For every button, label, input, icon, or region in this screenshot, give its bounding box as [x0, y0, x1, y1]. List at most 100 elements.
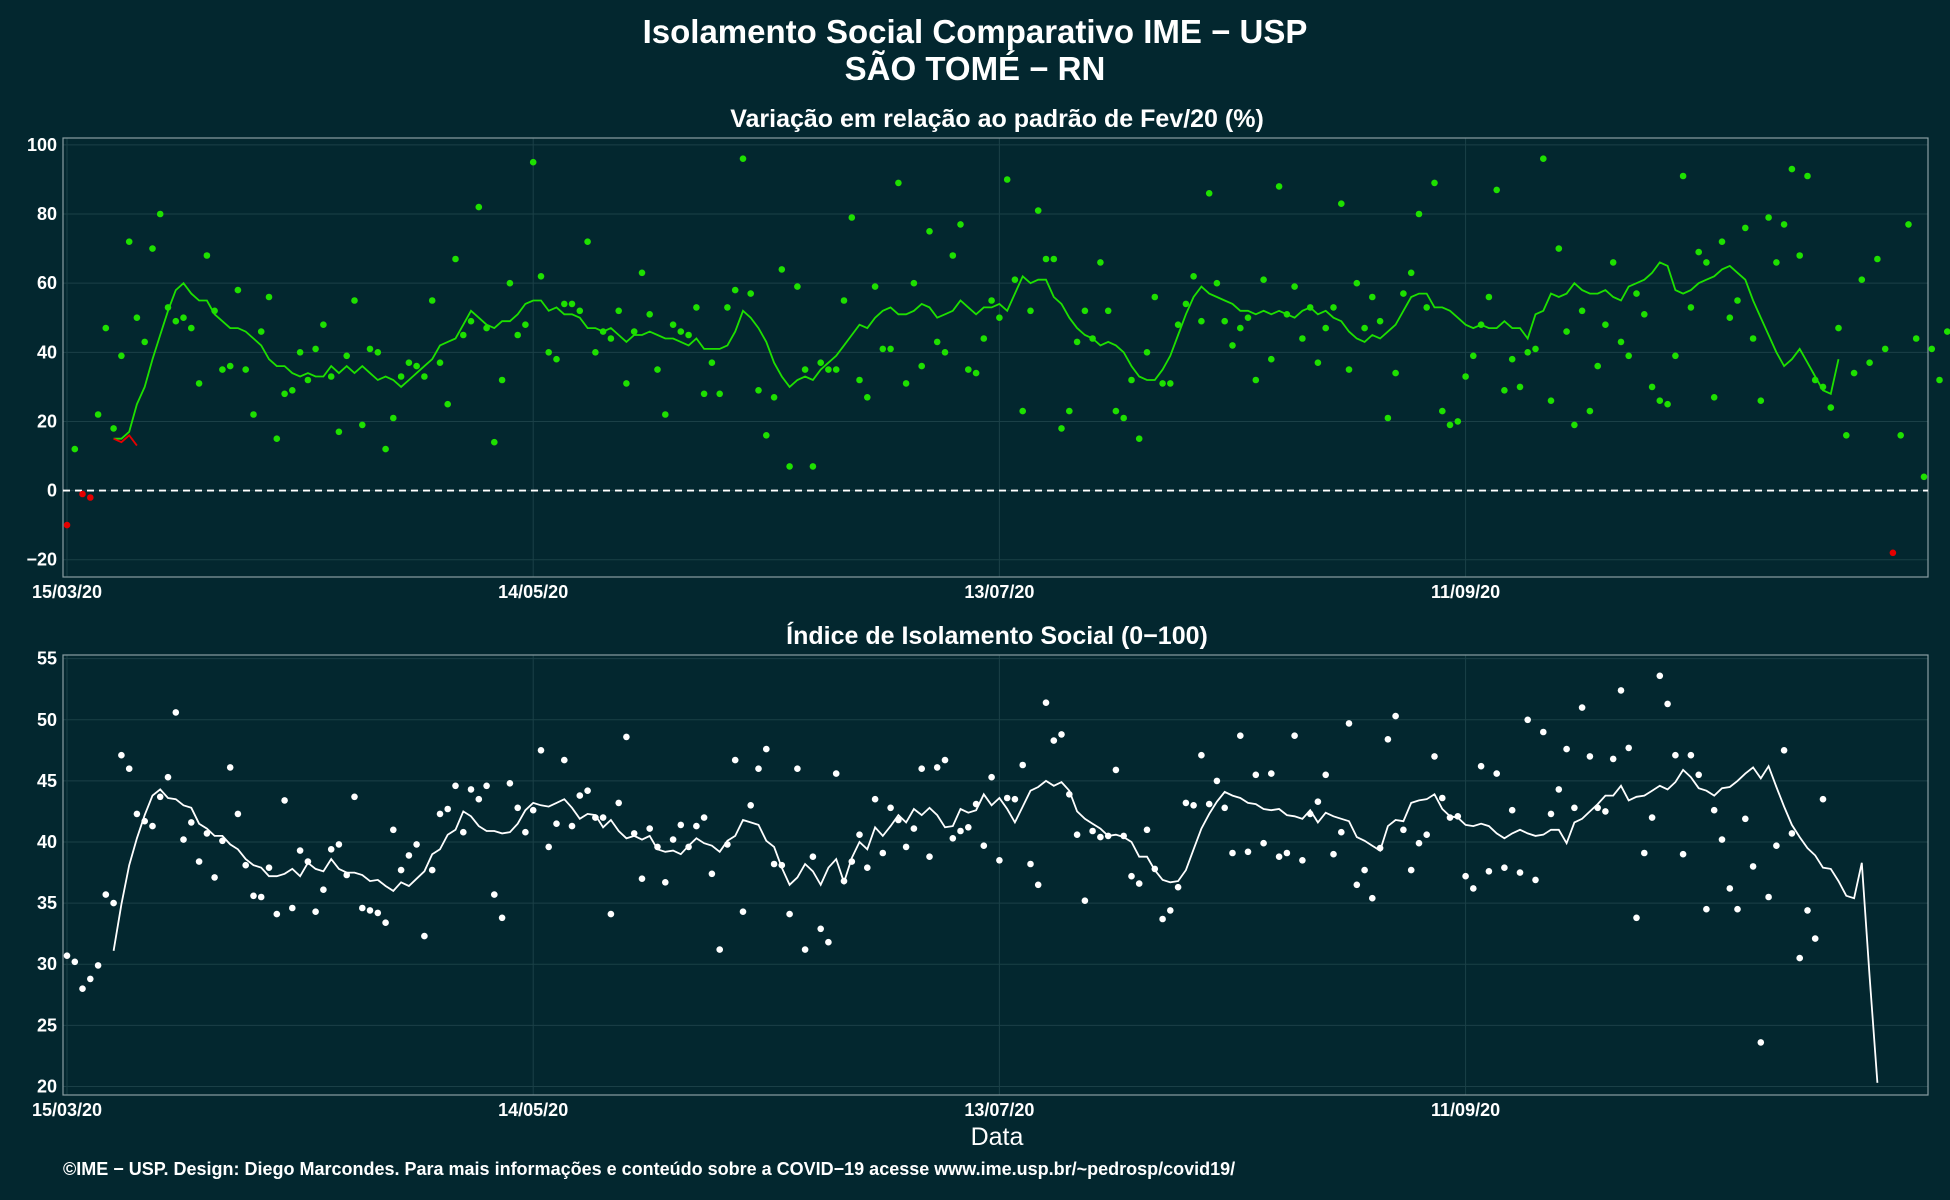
data-point [374, 909, 382, 917]
data-point [203, 252, 211, 259]
data-point [1190, 802, 1197, 809]
data-point [172, 317, 180, 325]
data-point [1291, 732, 1298, 739]
data-point [677, 821, 685, 829]
data-point [1237, 324, 1244, 332]
data-point [864, 394, 871, 401]
data-point [1493, 186, 1500, 194]
data-point [561, 756, 568, 764]
data-point [452, 782, 459, 790]
data-point [848, 858, 856, 865]
data-point [1788, 165, 1796, 173]
data-point [1003, 794, 1011, 802]
data-point [599, 814, 607, 821]
data-point [1648, 383, 1656, 391]
data-point [1757, 1039, 1765, 1046]
data-point [941, 756, 949, 764]
data-point [1501, 387, 1508, 394]
data-point [1602, 808, 1609, 815]
data-point [662, 879, 669, 886]
data-point [1283, 311, 1291, 318]
y-tick-label: 60 [37, 273, 57, 293]
data-point [118, 751, 125, 759]
data-point [871, 283, 879, 290]
data-point [763, 745, 770, 753]
data-point [568, 300, 576, 308]
moving-average-negative-segment [113, 433, 138, 447]
data-point [545, 843, 552, 851]
data-point [1345, 720, 1353, 727]
data-point [219, 366, 226, 373]
data-point [926, 228, 933, 235]
data-point [63, 952, 71, 959]
data-point [1508, 806, 1516, 814]
data-point [1555, 245, 1563, 252]
data-point [335, 841, 343, 848]
panel2-frame [62, 654, 1929, 1096]
data-point [848, 214, 856, 221]
data-point [110, 425, 117, 432]
data-point [359, 421, 366, 429]
data-point [739, 155, 747, 162]
data-point [1586, 407, 1594, 415]
data-point [1485, 868, 1493, 875]
data-point [1796, 954, 1803, 962]
data-point [1477, 762, 1485, 770]
data-point [1073, 831, 1081, 838]
data-point [1213, 777, 1221, 785]
data-point [1563, 745, 1570, 753]
data-point [156, 210, 164, 218]
data-point [1392, 369, 1399, 377]
data-point [1633, 290, 1640, 297]
data-point [444, 805, 452, 813]
data-point [1089, 827, 1096, 835]
data-point [685, 843, 692, 851]
data-point [638, 269, 646, 277]
data-point [1400, 826, 1407, 834]
data-point [957, 827, 964, 835]
data-point [1058, 425, 1065, 432]
data-point [1625, 744, 1632, 752]
data-point [172, 709, 180, 716]
data-point [1058, 731, 1065, 738]
data-point [1594, 362, 1601, 370]
data-point [1912, 335, 1920, 342]
data-point [716, 390, 723, 398]
data-point [1648, 814, 1656, 821]
data-point [188, 819, 195, 826]
data-point [211, 874, 218, 881]
data-point [1143, 349, 1151, 356]
data-point [1314, 359, 1322, 367]
data-point [895, 816, 902, 824]
data-point [1633, 914, 1640, 922]
data-point [1415, 210, 1423, 218]
data-point [817, 925, 824, 933]
data-point [623, 380, 630, 387]
data-point [444, 400, 452, 408]
data-point [1532, 345, 1539, 353]
data-point [1361, 324, 1368, 332]
data-point [257, 893, 265, 901]
y-tick-label: 20 [37, 411, 57, 431]
data-point [654, 366, 661, 373]
data-point [949, 252, 957, 259]
data-point [669, 321, 677, 329]
data-point [1073, 338, 1081, 346]
y-tick-label: 40 [37, 832, 57, 852]
data-point [1042, 699, 1050, 706]
data-point [491, 891, 498, 898]
data-point [180, 314, 187, 322]
data-point [413, 362, 420, 370]
data-point [94, 411, 102, 418]
data-point [436, 359, 444, 367]
data-point [149, 822, 156, 830]
data-point [1609, 259, 1617, 266]
data-point [809, 463, 817, 470]
data-point [1384, 736, 1392, 743]
data-point [390, 826, 397, 834]
data-point [1742, 224, 1749, 232]
data-point [1780, 221, 1788, 228]
data-point [1221, 804, 1228, 812]
data-point [506, 780, 514, 787]
data-point [94, 962, 102, 969]
